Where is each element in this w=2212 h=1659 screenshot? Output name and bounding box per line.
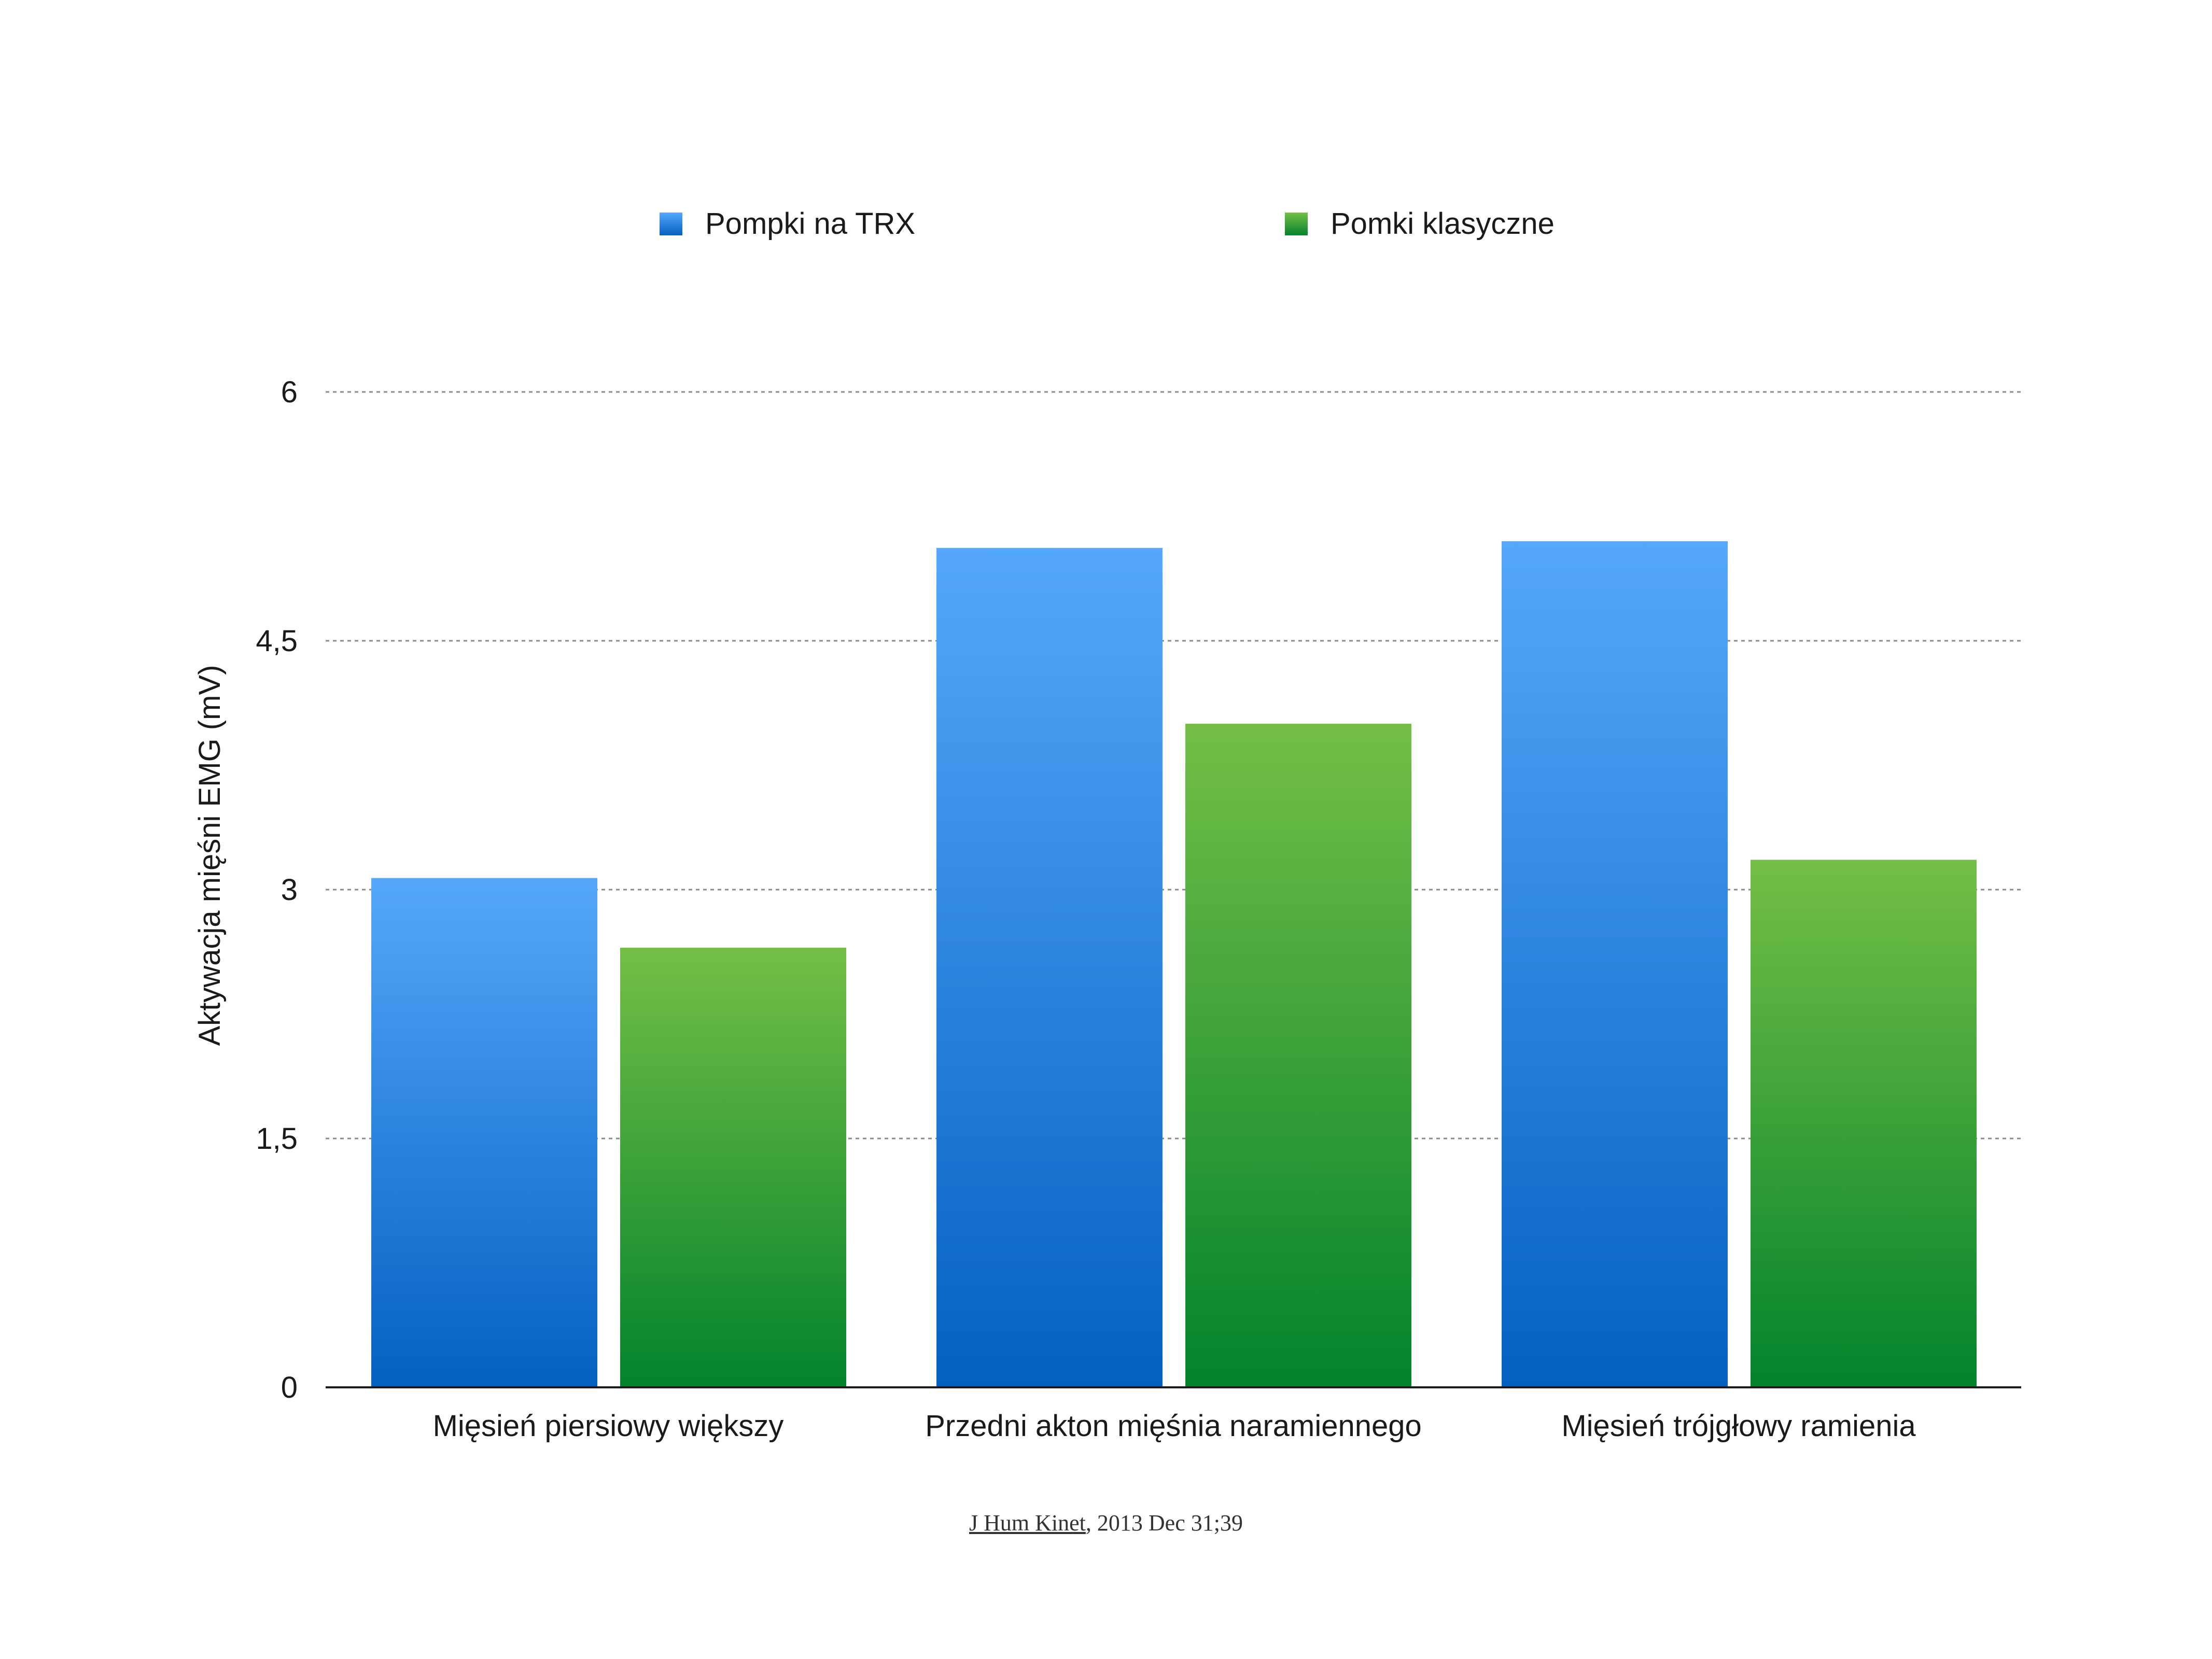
y-axis-label: Aktywacja mięśni EMG (mV) — [193, 665, 227, 1046]
legend-swatch-blue — [660, 212, 682, 235]
legend-item-trx: Pompki na TRX — [660, 206, 915, 241]
x-category-label: Mięsień piersiowy większy — [433, 1409, 784, 1443]
y-tick-label: 6 — [281, 375, 298, 409]
y-tick-label: 0 — [281, 1371, 298, 1404]
citation: J Hum Kinet, 2013 Dec 31;39 — [0, 1510, 2212, 1536]
legend-item-classic: Pomki klasyczne — [1285, 206, 1555, 241]
x-category-label: Mięsień trójgłowy ramienia — [1561, 1409, 1916, 1443]
bars — [371, 541, 1977, 1387]
bar-trx-0 — [371, 878, 597, 1387]
bar-classic-0 — [620, 948, 846, 1387]
y-tick-label: 1,5 — [256, 1122, 298, 1156]
citation-details: , 2013 Dec 31;39 — [1085, 1510, 1243, 1536]
bar-classic-1 — [1185, 724, 1411, 1387]
legend-swatch-green — [1285, 212, 1308, 235]
bar-trx-1 — [936, 547, 1163, 1387]
y-tick-label: 4,5 — [256, 624, 298, 658]
y-tick-label: 3 — [281, 873, 298, 907]
x-category-label: Przedni akton mięśnia naramiennego — [925, 1409, 1422, 1443]
legend-label: Pompki na TRX — [705, 207, 916, 241]
axes: 0 1,5 3 4,5 6 Mięsień piersiowy większy Przedn… — [256, 375, 2021, 1443]
bar-trx-2 — [1502, 541, 1728, 1387]
citation-journal-link[interactable]: J Hum Kinet — [969, 1510, 1086, 1536]
legend-label: Pomki klasyczne — [1331, 207, 1555, 241]
bar-classic-2 — [1751, 860, 1977, 1387]
